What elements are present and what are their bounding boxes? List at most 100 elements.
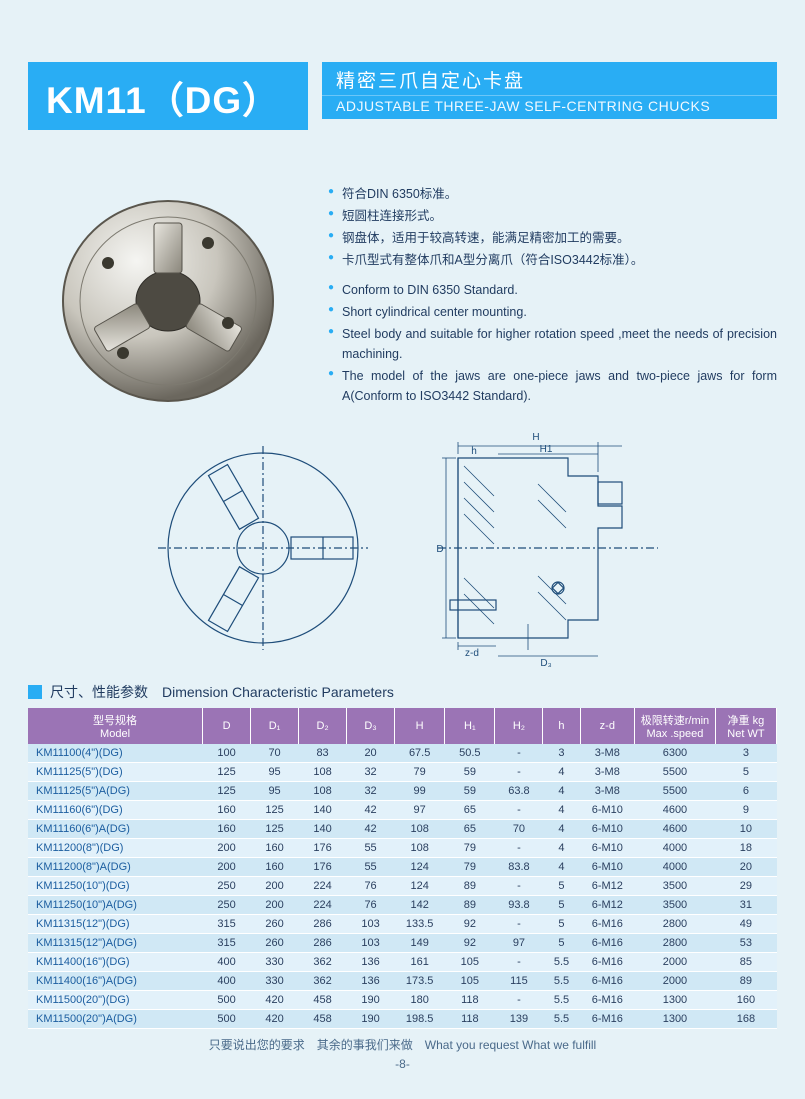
data-cell: 2000 <box>635 953 716 972</box>
data-cell: - <box>495 801 543 820</box>
data-cell: 250 <box>203 896 251 915</box>
data-cell: 3500 <box>635 896 716 915</box>
data-cell: 4 <box>543 763 580 782</box>
data-cell: 200 <box>251 877 299 896</box>
data-cell: 92 <box>445 915 495 934</box>
data-cell: 20 <box>347 744 395 763</box>
table-row: KM11160(6")A(DG)16012514042108657046-M10… <box>28 820 777 839</box>
data-cell: 4600 <box>635 801 716 820</box>
data-cell: 200 <box>203 839 251 858</box>
model-cell: KM11250(10")A(DG) <box>28 896 203 915</box>
bullet-item: Short cylindrical center mounting. <box>328 302 777 322</box>
data-cell: 4000 <box>635 858 716 877</box>
data-cell: 140 <box>299 801 347 820</box>
table-row: KM11500(20")(DG)500420458190180118-5.56-… <box>28 991 777 1010</box>
data-cell: 4 <box>543 858 580 877</box>
data-cell: 18 <box>715 839 776 858</box>
data-cell: 49 <box>715 915 776 934</box>
table-row: KM11100(4")(DG)10070832067.550.5-33-M863… <box>28 744 777 763</box>
model-cell: KM11500(20")(DG) <box>28 991 203 1010</box>
data-cell: 149 <box>395 934 445 953</box>
table-row: KM11160(6")(DG)160125140429765-46-M10460… <box>28 801 777 820</box>
data-cell: 500 <box>203 1010 251 1029</box>
data-cell: 6-M16 <box>580 1010 635 1029</box>
data-cell: 92 <box>445 934 495 953</box>
data-cell: 5 <box>715 763 776 782</box>
data-cell: 160 <box>203 820 251 839</box>
data-cell: 330 <box>251 953 299 972</box>
data-cell: 5 <box>543 896 580 915</box>
title-block: 精密三爪自定心卡盘 ADJUSTABLE THREE-JAW SELF-CENT… <box>322 62 777 130</box>
table-header-cell: D₃ <box>347 708 395 744</box>
spec-table: 型号规格ModelDD₁D₂D₃HH₁H₂hz-d极限转速r/minMax .s… <box>28 708 777 1029</box>
table-row: KM11200(8")(DG)2001601765510879-46-M1040… <box>28 839 777 858</box>
data-cell: 160 <box>715 991 776 1010</box>
bullet-item: The model of the jaws are one-piece jaws… <box>328 366 777 406</box>
data-cell: 42 <box>347 801 395 820</box>
data-cell: 190 <box>347 1010 395 1029</box>
data-cell: 125 <box>251 820 299 839</box>
data-cell: 3 <box>715 744 776 763</box>
data-cell: 108 <box>299 763 347 782</box>
data-cell: 79 <box>395 763 445 782</box>
table-row: KM11125(5")(DG)12595108327959-43-M855005 <box>28 763 777 782</box>
data-cell: 2800 <box>635 915 716 934</box>
data-cell: 198.5 <box>395 1010 445 1029</box>
data-cell: 5500 <box>635 782 716 801</box>
section-title: 尺寸、性能参数 Dimension Characteristic Paramet… <box>50 682 394 702</box>
chuck-illustration <box>53 183 283 413</box>
data-cell: 108 <box>395 820 445 839</box>
data-cell: 65 <box>445 801 495 820</box>
data-cell: 224 <box>299 896 347 915</box>
table-header-cell: H₁ <box>445 708 495 744</box>
data-cell: 286 <box>299 934 347 953</box>
data-cell: 2800 <box>635 934 716 953</box>
bullet-item: Conform to DIN 6350 Standard. <box>328 280 777 300</box>
data-cell: 330 <box>251 972 299 991</box>
data-cell: 142 <box>395 896 445 915</box>
data-cell: 400 <box>203 953 251 972</box>
data-cell: 139 <box>495 1010 543 1029</box>
data-cell: 6-M16 <box>580 953 635 972</box>
data-cell: 5.5 <box>543 972 580 991</box>
table-header-cell: 极限转速r/minMax .speed <box>635 708 716 744</box>
data-cell: 32 <box>347 763 395 782</box>
technical-diagrams: H H1 h D z-d D₃ <box>28 428 777 668</box>
data-cell: 180 <box>395 991 445 1010</box>
data-cell: 136 <box>347 972 395 991</box>
data-cell: 4 <box>543 839 580 858</box>
data-cell: 260 <box>251 934 299 953</box>
data-cell: 133.5 <box>395 915 445 934</box>
model-cell: KM11315(12")(DG) <box>28 915 203 934</box>
data-cell: 95 <box>251 782 299 801</box>
content-row: 符合DIN 6350标准。短圆柱连接形式。钢盘体，适用于较高转速，能满足精密加工… <box>28 178 777 418</box>
model-cell: KM11160(6")(DG) <box>28 801 203 820</box>
data-cell: 6300 <box>635 744 716 763</box>
data-cell: 83.8 <box>495 858 543 877</box>
data-cell: 42 <box>347 820 395 839</box>
data-cell: 83 <box>299 744 347 763</box>
data-cell: 89 <box>715 972 776 991</box>
data-cell: 79 <box>445 858 495 877</box>
data-cell: 6-M10 <box>580 801 635 820</box>
product-photo <box>38 178 298 418</box>
data-cell: 4600 <box>635 820 716 839</box>
data-cell: 420 <box>251 1010 299 1029</box>
data-cell: - <box>495 744 543 763</box>
data-cell: 160 <box>251 839 299 858</box>
data-cell: 5500 <box>635 763 716 782</box>
title-english: ADJUSTABLE THREE-JAW SELF-CENTRING CHUCK… <box>322 95 777 119</box>
data-cell: - <box>495 763 543 782</box>
data-cell: 362 <box>299 953 347 972</box>
data-cell: 176 <box>299 839 347 858</box>
data-cell: 3-M8 <box>580 763 635 782</box>
table-row: KM11250(10")A(DG)250200224761428993.856-… <box>28 896 777 915</box>
data-cell: 1300 <box>635 1010 716 1029</box>
data-cell: 362 <box>299 972 347 991</box>
table-header-cell: D₁ <box>251 708 299 744</box>
dim-label-zd: z-d <box>465 648 479 659</box>
table-row: KM11400(16")A(DG)400330362136173.5105115… <box>28 972 777 991</box>
data-cell: 76 <box>347 896 395 915</box>
data-cell: 32 <box>347 782 395 801</box>
data-cell: 105 <box>445 953 495 972</box>
